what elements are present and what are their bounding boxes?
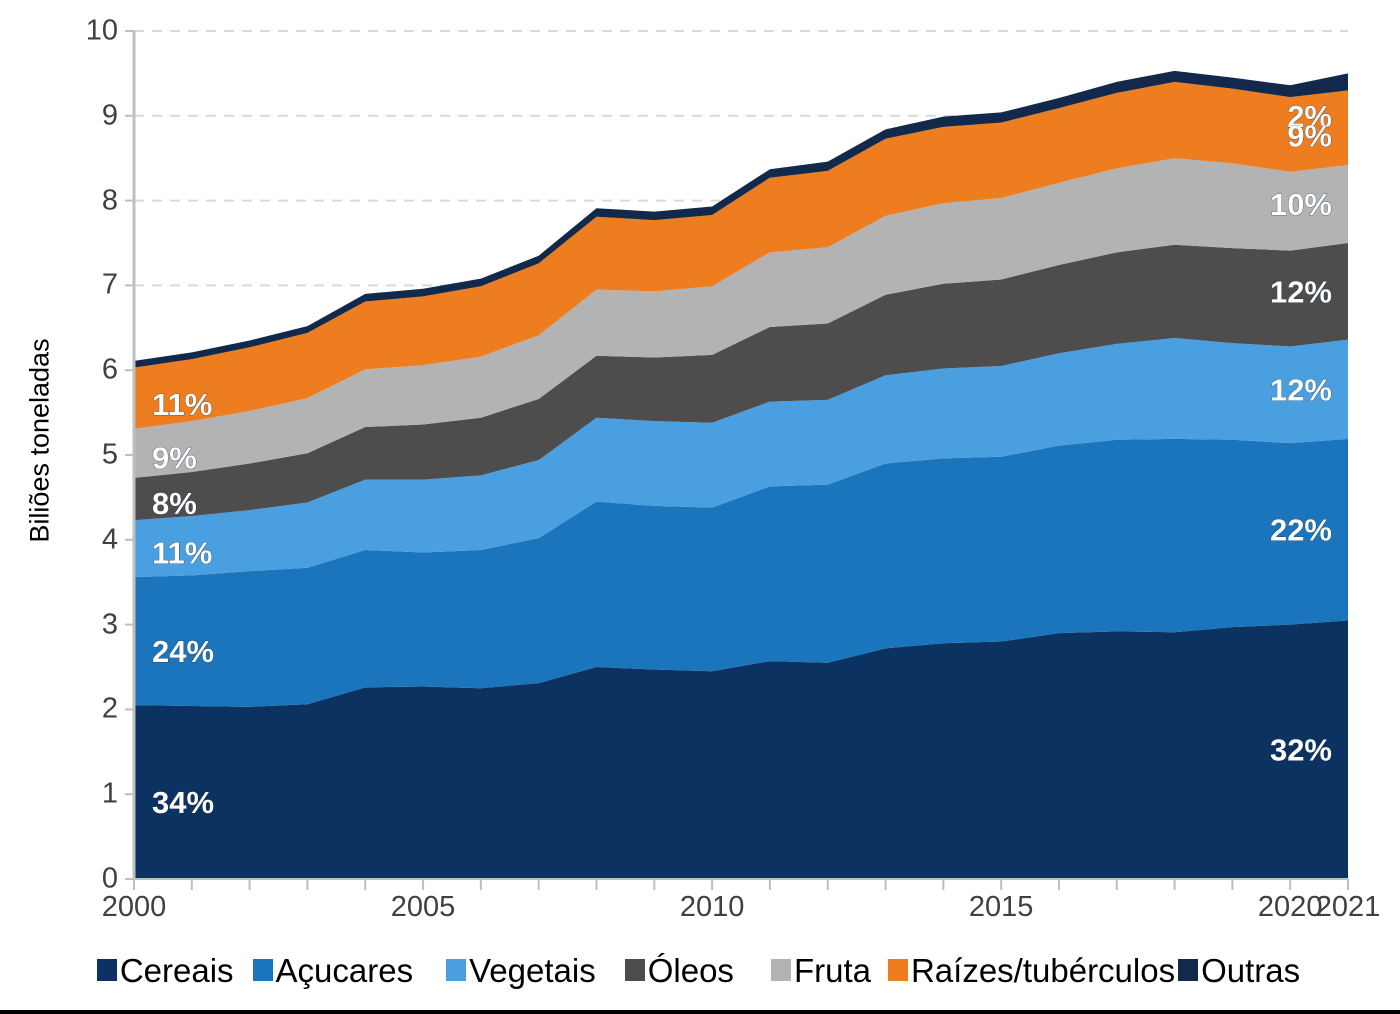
data-label-right-9pct: 9%	[1287, 119, 1332, 154]
legend-item-fruta[interactable]: Fruta	[770, 951, 871, 989]
data-label-left-24pct: 24%	[152, 634, 214, 669]
x-axis-tick-label: 2020	[1257, 891, 1323, 923]
x-axis-tick-label: 2021	[1315, 891, 1381, 923]
data-label-right-10pct: 10%	[1270, 187, 1332, 222]
legend-swatch-icon	[887, 959, 908, 981]
legend-swatch-icon	[1178, 959, 1199, 981]
y-axis-tick-label: 5	[101, 438, 118, 471]
area-series-outras	[134, 70, 1348, 368]
y-axis-tick-label: 0	[101, 862, 118, 895]
x-axis-tick-label: 2005	[390, 891, 456, 923]
data-label-left-11pct: 11%	[152, 387, 212, 422]
data-label-right-22pct: 22%	[1270, 513, 1332, 548]
area-series-cereais	[134, 620, 1348, 879]
x-axis-tick-label: 2010	[679, 891, 745, 923]
y-axis-tick-label: 6	[101, 353, 118, 386]
legend-item-label: Açucares	[275, 951, 414, 989]
legend-item--leos[interactable]: Óleos	[624, 951, 734, 989]
y-axis-tick-label: 10	[85, 14, 118, 47]
data-label-right-32pct: 32%	[1270, 733, 1332, 768]
area-series-vegetais	[134, 337, 1348, 578]
y-axis-tick-labels: 10 9 8 7 6 5 4 3 2 1 0	[14, 0, 118, 1010]
y-axis-tick-label: 7	[101, 268, 118, 301]
legend-item-label: Óleos	[647, 951, 734, 989]
area-series-a-ucares	[134, 438, 1348, 707]
x-axis-tick-labels: 2000 2005 2010 2015 2020 2021	[0, 891, 1400, 937]
area-series--leos	[134, 243, 1348, 521]
legend-item-label: Vegetais	[469, 951, 596, 989]
legend-swatch-icon	[96, 959, 117, 981]
legend-item-vegetais[interactable]: Vegetais	[446, 954, 596, 987]
legend-swatch-icon	[252, 959, 273, 981]
data-label-right-2pct: 2%	[1287, 99, 1332, 134]
legend-item-outras[interactable]: Outras	[1178, 954, 1300, 987]
chart-legend: Cereais Açucares Vegetais Óleos Fruta Raízes/…	[0, 945, 1400, 995]
legend-item-label: Cereais	[119, 951, 234, 989]
legend-item-label: Fruta	[793, 951, 871, 989]
area-series-fruta	[134, 158, 1348, 478]
legend-item-cereais[interactable]: Cereais	[96, 951, 234, 989]
y-axis-tick-label: 4	[101, 523, 118, 556]
y-axis-tick-label: 3	[101, 608, 118, 641]
area-series-ra-zes-tub-rculos	[134, 81, 1348, 429]
y-axis-tick-label: 8	[101, 184, 118, 217]
data-label-left-9pct: 9%	[152, 440, 197, 475]
legend-item-ra-zes-tub-rculos[interactable]: Raízes/tubérculos	[887, 951, 1176, 989]
x-axis-tick-label: 2015	[968, 891, 1034, 923]
legend-swatch-icon	[446, 959, 467, 981]
data-label-left-8pct: 8%	[152, 486, 197, 521]
y-axis-tick-label: 1	[101, 777, 118, 810]
y-axis-tick-label: 9	[101, 99, 118, 132]
x-axis-tick-label: 2000	[101, 891, 167, 923]
legend-item-label: Outras	[1201, 951, 1301, 989]
data-label-right-12pct: 12%	[1270, 372, 1332, 407]
legend-swatch-icon	[624, 959, 645, 981]
data-label-left-34pct: 34%	[152, 785, 214, 820]
legend-swatch-icon	[770, 959, 791, 981]
legend-item-a-ucares[interactable]: Açucares	[252, 951, 414, 989]
y-axis-tick-label: 2	[101, 692, 118, 725]
data-label-left-11pct: 11%	[152, 536, 212, 571]
legend-item-label: Raízes/tubérculos	[910, 951, 1176, 989]
data-label-right-12pct: 12%	[1270, 274, 1332, 309]
